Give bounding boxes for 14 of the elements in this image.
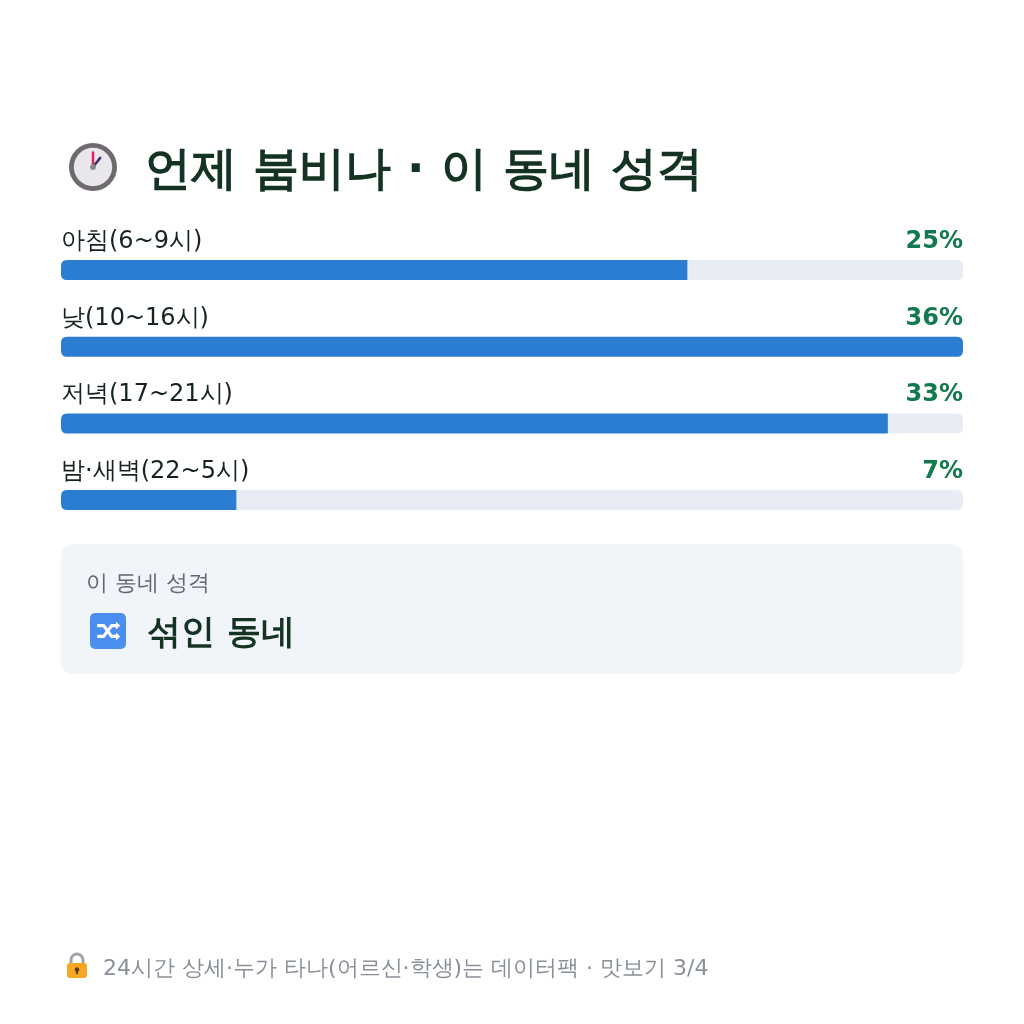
- text: 24시간 상세·누가 타나(어르신·학생)는 데이터팩 · 맛보기 3/4: [103, 955, 709, 980]
- bar: [61, 336, 963, 357]
- text: 섞인 동네: [147, 611, 295, 651]
- text: 이 동네 성격: [86, 570, 210, 595]
- y-tick-label: 낮(10~16시): [61, 302, 209, 331]
- data-label: 25%: [905, 226, 963, 254]
- data-label: 7%: [922, 456, 963, 485]
- y-tick-label: 밤·새벽(22~5시): [61, 456, 250, 485]
- data-label: 33%: [905, 379, 963, 408]
- y-tick-label: 저녁(17~21시): [61, 379, 233, 408]
- chart-title: 언제 붐비나 · 이 동네 성격: [145, 141, 703, 195]
- data-label: 36%: [905, 302, 963, 331]
- bar: [61, 490, 237, 511]
- y-tick-label: 아침(6~9시): [61, 226, 203, 254]
